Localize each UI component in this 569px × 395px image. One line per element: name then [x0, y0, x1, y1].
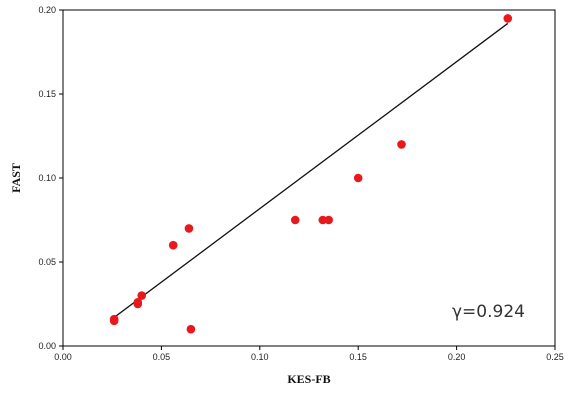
x-tick-label: 0.05 — [153, 352, 171, 362]
y-tick-labels: 0.00 0.05 0.10 0.15 0.20 — [38, 5, 56, 351]
data-point — [318, 215, 328, 225]
data-point — [184, 224, 194, 233]
data-point — [186, 324, 196, 334]
data-point — [397, 140, 406, 149]
data-point — [133, 298, 143, 307]
x-tick-label: 0.10 — [251, 352, 269, 362]
y-tick-label: 0.15 — [38, 89, 56, 99]
x-tick-marks — [62, 346, 556, 350]
y-tick-marks — [59, 9, 63, 347]
y-axis-title: FAST — [9, 163, 23, 193]
data-point — [109, 316, 119, 326]
y-tick-label: 0.20 — [38, 5, 56, 15]
x-tick-label: 0.15 — [349, 352, 367, 362]
data-point — [290, 215, 300, 225]
data-point — [503, 14, 513, 23]
data-point — [168, 240, 178, 250]
y-tick-label: 0.00 — [38, 341, 56, 351]
x-axis-title: KES-FB — [287, 372, 330, 386]
x-tick-labels: 0.00 0.05 0.10 0.15 0.20 0.25 — [54, 352, 564, 362]
data-points — [109, 14, 513, 334]
y-tick-label: 0.10 — [38, 173, 56, 183]
data-point — [353, 173, 363, 183]
correlation-annotation: γ=0.924 — [452, 302, 525, 322]
data-point — [137, 291, 147, 300]
x-tick-label: 0.20 — [448, 352, 466, 362]
data-point — [324, 215, 333, 225]
y-tick-label: 0.05 — [38, 257, 56, 267]
x-tick-label: 0.25 — [546, 352, 564, 362]
x-tick-label: 0.00 — [54, 352, 72, 362]
regression-line — [113, 22, 509, 318]
plot-frame — [62, 9, 556, 347]
